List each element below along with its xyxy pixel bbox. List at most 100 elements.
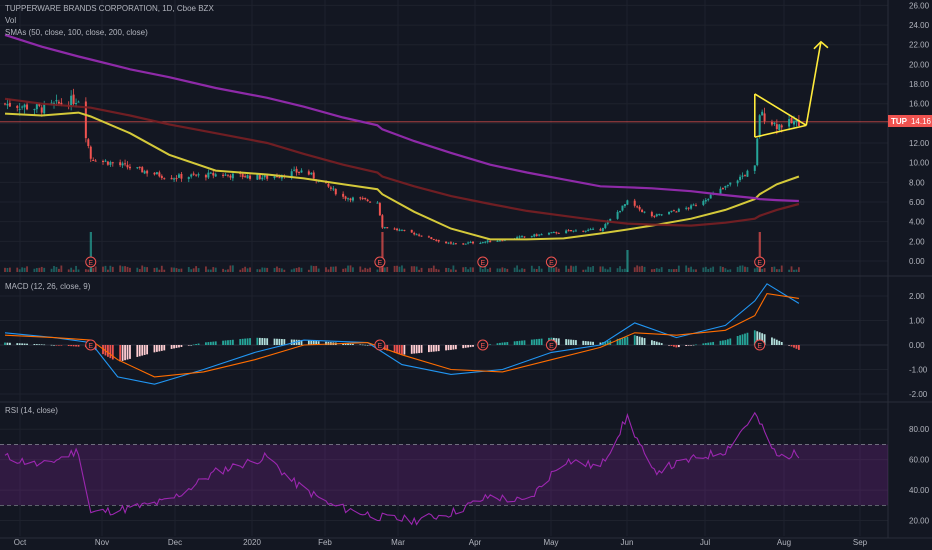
macd-histogram-bar: [153, 345, 156, 353]
volume-bar: [38, 267, 41, 272]
macd-histogram-bar: [707, 342, 710, 345]
volume-bar: [658, 268, 661, 272]
candle-body: [538, 234, 541, 236]
candle-body: [472, 241, 475, 244]
price-badge-value: 14.16: [911, 117, 932, 126]
volume-bar: [170, 267, 173, 272]
macd-histogram-bar: [454, 345, 457, 350]
volume-bar: [660, 267, 663, 272]
volume-bar: [501, 267, 504, 272]
candle-body: [623, 204, 626, 207]
candle-body: [604, 224, 607, 229]
time-axis-tick: Jul: [700, 538, 710, 547]
volume-bar: [484, 266, 487, 272]
macd-histogram-bar: [9, 342, 11, 345]
macd-histogram-bar: [575, 340, 577, 345]
macd-histogram-bar: [445, 345, 447, 351]
earnings-marker-circle: [545, 256, 557, 268]
candle-body: [650, 212, 653, 217]
time-axis-tick: Aug: [777, 538, 791, 547]
volume-bar: [60, 265, 63, 272]
macd-histogram-bar: [636, 335, 639, 345]
macd-histogram-bar: [435, 345, 438, 352]
macd-histogram-bar: [398, 345, 401, 355]
volume-bar: [516, 265, 519, 272]
volume-bar: [548, 265, 550, 272]
macd-histogram-bar: [690, 345, 692, 346]
volume-bar: [393, 265, 396, 272]
candle-body: [23, 104, 26, 108]
candle-body: [592, 228, 595, 230]
volume-bar: [212, 267, 215, 272]
volume-bar: [276, 266, 278, 272]
candle-body: [445, 241, 448, 244]
volume-bars: [4, 232, 800, 272]
macd-histogram-bar: [736, 336, 739, 345]
candle-body: [158, 172, 161, 177]
macd-histogram-bar: [143, 345, 146, 355]
macd-axis-tick: -1.00: [909, 366, 928, 375]
macd-histogram-bar: [753, 330, 756, 345]
macd-histogram-bar: [40, 344, 43, 345]
candle-body: [565, 230, 568, 234]
volume-bar: [685, 265, 688, 272]
macd-histogram-bar: [788, 345, 790, 346]
candle-body: [464, 243, 467, 245]
candle-body: [381, 215, 384, 228]
volume-bar: [518, 269, 521, 272]
volume-bar: [119, 265, 122, 272]
macd-histogram-bar: [599, 342, 602, 345]
price-axis-tick: 6.00: [909, 198, 925, 207]
volume-bar: [413, 266, 416, 272]
macd-histogram-bar: [638, 336, 641, 345]
volume-bar: [432, 265, 435, 272]
candle-body: [413, 232, 416, 235]
candle-body: [778, 124, 781, 130]
candle-body: [643, 211, 646, 213]
macd-histogram-bar: [175, 345, 178, 348]
volume-bar: [704, 266, 707, 272]
volume-bar: [621, 269, 624, 272]
price-axis-tick: 8.00: [909, 178, 925, 187]
candle-body: [300, 170, 303, 173]
macd-histogram-bar: [413, 345, 416, 354]
candle-body: [4, 103, 6, 105]
time-axis-tick: Oct: [14, 538, 27, 547]
price-axis-tick: 0.00: [909, 257, 925, 266]
volume-bar: [690, 266, 692, 272]
volume-bar: [175, 268, 178, 272]
macd-histogram-bar: [722, 340, 724, 345]
volume-bar: [50, 268, 53, 272]
macd-histogram-bar: [469, 345, 472, 348]
candle-body: [347, 198, 350, 200]
macd-histogram-bar: [60, 345, 63, 346]
volume-bar: [695, 269, 697, 272]
candle-body: [415, 234, 418, 236]
candle-body: [790, 118, 793, 124]
candle-body: [721, 188, 724, 190]
volume-bar: [604, 268, 607, 272]
candle-body: [273, 176, 276, 179]
volume-bar: [163, 269, 166, 272]
macd-histogram-bar: [582, 340, 585, 345]
volume-bar: [653, 268, 656, 272]
candle-body: [87, 139, 90, 147]
volume-bar: [224, 269, 227, 272]
volume-bar: [278, 268, 281, 272]
macd-histogram-bar: [403, 345, 406, 355]
volume-bar: [280, 268, 283, 272]
macd-histogram-bar: [565, 339, 568, 345]
volume-bar: [9, 267, 11, 272]
candle-body: [761, 111, 764, 116]
candle-body: [173, 178, 176, 180]
candle-body: [655, 214, 658, 217]
macd-histogram-bar: [518, 340, 521, 345]
volume-bar: [702, 267, 705, 272]
candle-body: [344, 196, 347, 199]
candle-body: [361, 197, 364, 199]
candle-body: [430, 237, 433, 240]
earnings-marker-circle: [85, 256, 97, 268]
sma-legend: SMAs (50, close, 100, close, 200, close): [5, 28, 148, 37]
macd-histogram-bar: [621, 337, 624, 345]
macd-histogram-bar: [533, 339, 536, 345]
